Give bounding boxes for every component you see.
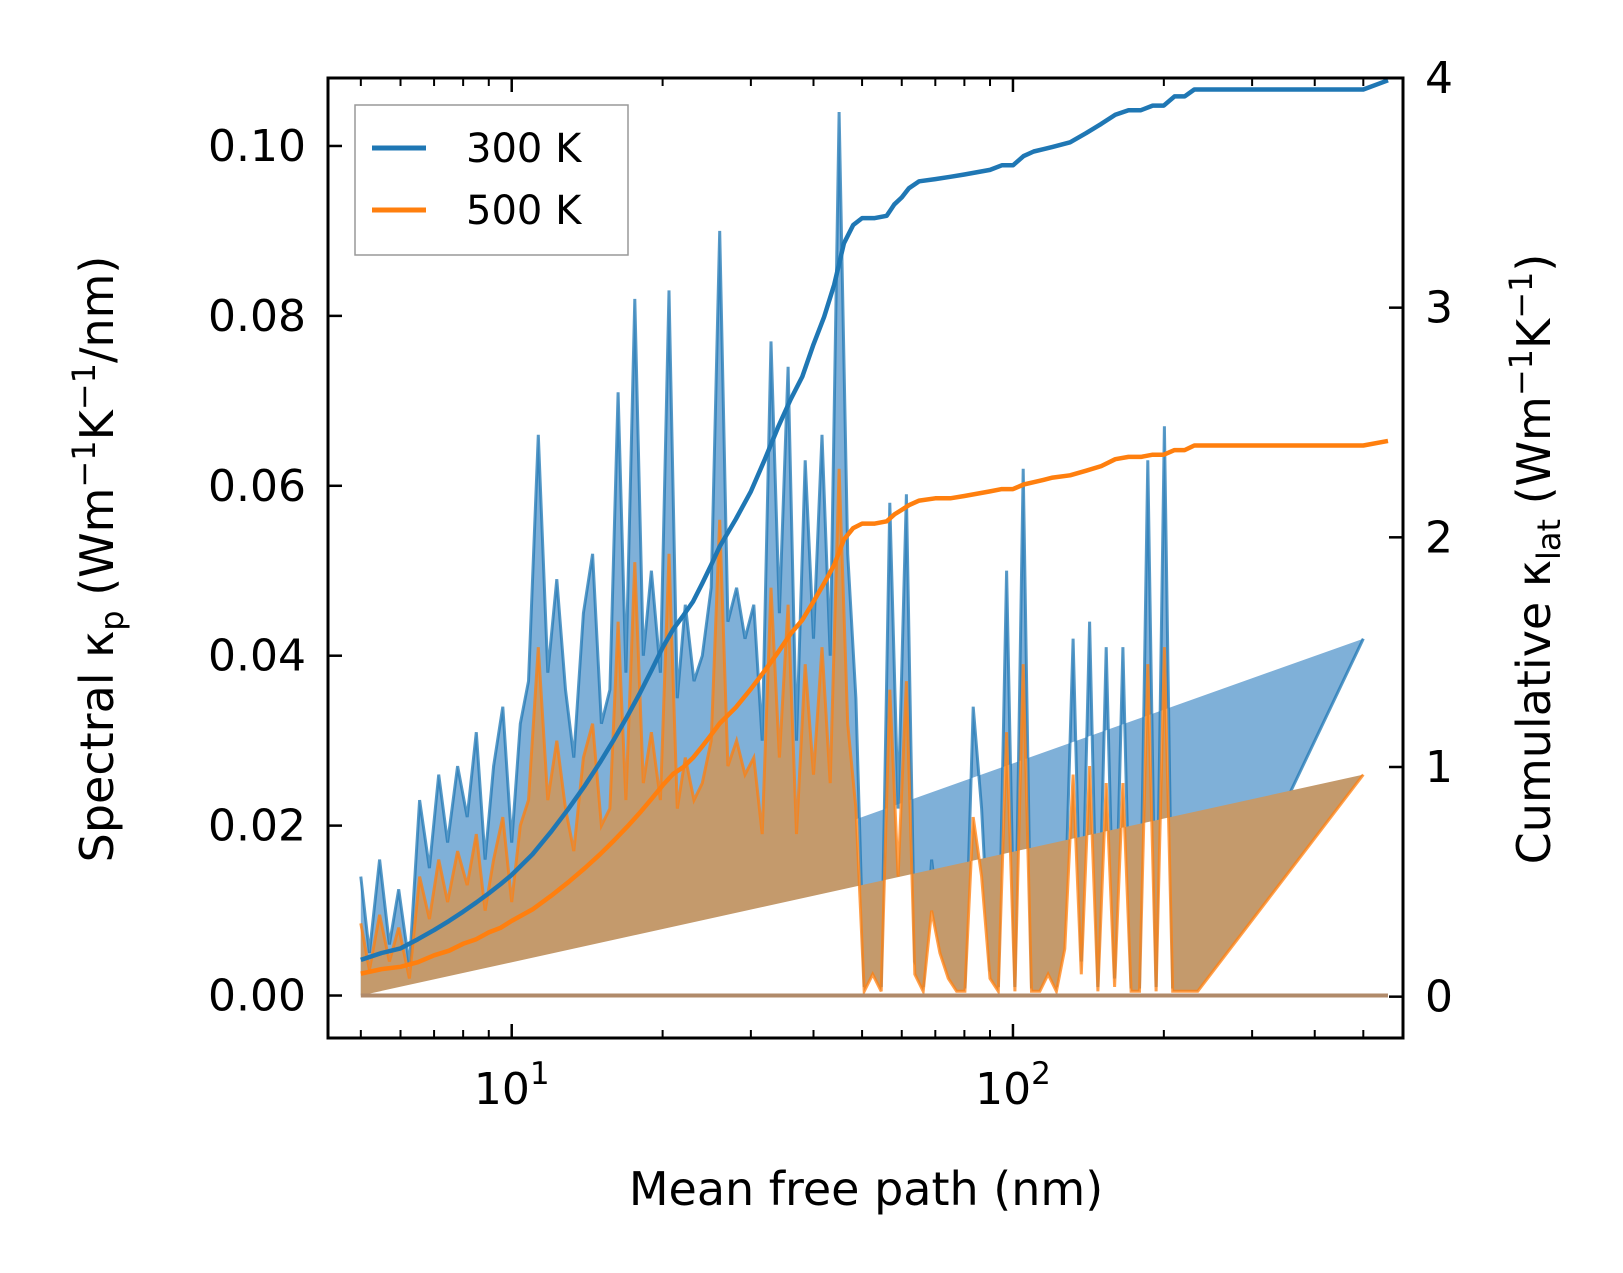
ylabel-left-mid: K (70, 408, 124, 440)
ylabel-left-post: (Wm (70, 488, 124, 611)
y-axis-label-left: Spectral κp (Wm−1K−1/nm) (65, 256, 131, 863)
legend-label-500k: 500 K (466, 188, 583, 234)
ylabel-right-pre: Cumulative κ (1507, 560, 1561, 864)
y-left-tick-label: 0.08 (208, 291, 306, 342)
spectral-500k-area (360, 468, 1364, 996)
x-tick-base: 10 (474, 1064, 530, 1115)
y-axis-label-right: Cumulative κlat (Wm−1K−1) (1502, 254, 1568, 865)
ylabel-right-tail: ) (1507, 254, 1561, 272)
ylabel-left-sub: p (93, 610, 131, 630)
plot-frame (326, 76, 1405, 1040)
ylabel-left-tail: /nm) (70, 256, 124, 363)
y-left-tick-label: 0.00 (208, 971, 306, 1022)
cumulative-500k-line (360, 438, 1389, 976)
y-right-tick-label: 4 (1425, 53, 1453, 104)
legend-box (354, 104, 629, 256)
ylabel-right-post: (Wm (1507, 396, 1561, 519)
y-right-tick-label: 3 (1425, 283, 1453, 334)
x-tick-exponent: 1 (530, 1056, 550, 1092)
ylabel-right-sub: lat (1530, 519, 1568, 560)
x-tick-label: 101 (474, 1056, 550, 1115)
spectral-300k-line (359, 111, 1365, 989)
ylabel-right-sup1: −1 (1502, 349, 1540, 396)
plot-area (359, 78, 1389, 998)
ylabel-left-sup1: −1 (65, 440, 103, 487)
x-tick-exponent: 2 (1031, 1056, 1051, 1092)
legend-label-300k: 300 K (466, 126, 583, 172)
y-right-tick-label: 2 (1425, 512, 1453, 563)
ylabel-right-mid: K (1507, 317, 1561, 349)
y-left-tick-label: 0.10 (208, 121, 306, 172)
ylabel-left-pre: Spectral κ (70, 631, 124, 863)
cumulative-300k-line (360, 78, 1389, 963)
y-right-tick-label: 1 (1425, 742, 1453, 793)
ylabel-left-sup2: −1 (65, 363, 103, 410)
legend: 300 K 500 K (354, 104, 629, 256)
y-right-tick-label: 0 (1425, 972, 1453, 1023)
x-axis-label: Mean free path (nm) (629, 1162, 1103, 1216)
ylabel-right-sup2: −1 (1502, 272, 1540, 319)
x-tick-base: 10 (975, 1064, 1031, 1115)
y-left-tick-label: 0.02 (208, 801, 306, 852)
plot-series-group (359, 78, 1389, 998)
x-tick-label: 102 (975, 1056, 1051, 1115)
spectral-500k-line (359, 468, 1365, 998)
y-left-tick-label: 0.04 (208, 631, 306, 682)
y-left-tick-label: 0.06 (208, 461, 306, 512)
